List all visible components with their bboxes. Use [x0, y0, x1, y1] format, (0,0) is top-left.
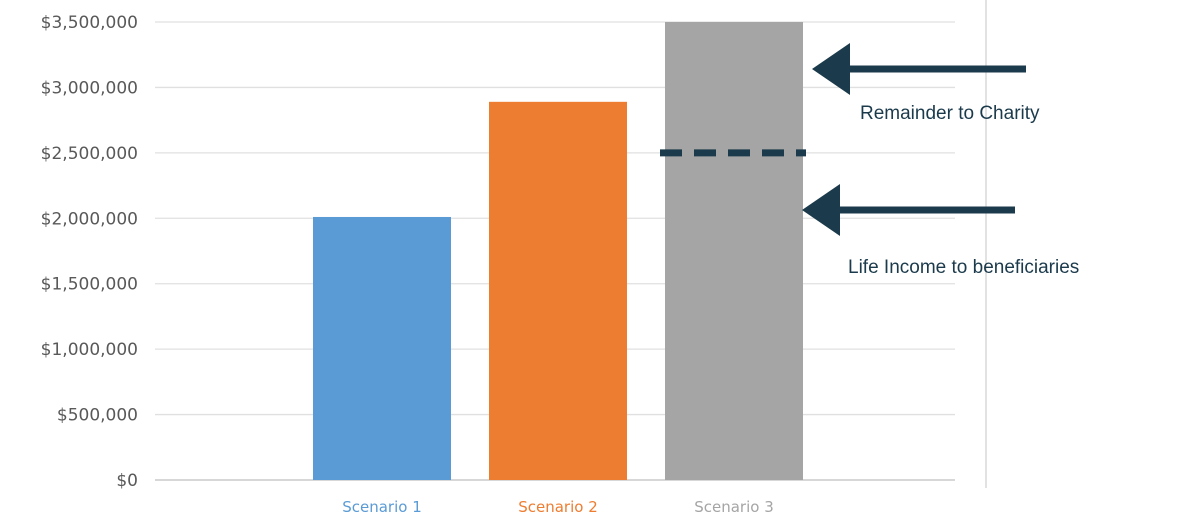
y-tick-label: $3,500,000 [41, 13, 138, 33]
annotation-remainder: Remainder to Charity [860, 103, 1040, 124]
arrow-life-income [802, 184, 1015, 236]
y-tick-label: $1,000,000 [41, 340, 138, 360]
bar [665, 22, 803, 480]
x-axis-ticks: Scenario 1 Scenario 2 Scenario 3 [342, 498, 774, 516]
x-tick-label: Scenario 1 [342, 498, 422, 516]
y-axis-ticks: $0 $500,000 $1,000,000 $1,500,000 $2,000,000… [41, 13, 138, 491]
y-tick-label: $1,500,000 [41, 275, 138, 295]
arrow-left-icon [812, 43, 850, 95]
y-tick-label: $3,000,000 [41, 78, 138, 98]
arrow-remainder [812, 43, 1026, 95]
y-tick-label: $500,000 [57, 406, 138, 426]
bars [313, 22, 803, 480]
y-tick-label: $2,000,000 [41, 209, 138, 229]
bar [313, 216, 451, 480]
arrow-left-icon [802, 184, 840, 236]
x-tick-label: Scenario 2 [518, 498, 598, 516]
annotation-life-income: Life Income to beneficiaries [848, 257, 1079, 278]
y-tick-label: $0 [116, 471, 138, 491]
bar [489, 101, 627, 480]
y-tick-label: $2,500,000 [41, 144, 138, 164]
x-tick-label: Scenario 3 [694, 498, 774, 516]
